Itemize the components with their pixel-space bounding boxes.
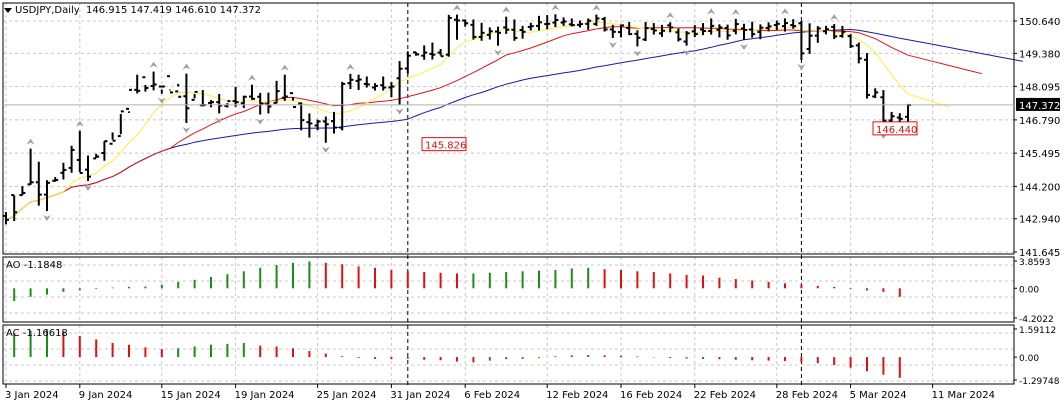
fractal-down-icon — [84, 184, 92, 191]
current-price-label: 147.372 — [1019, 101, 1060, 112]
ohlc-readout: 146.915 147.419 146.610 147.372 — [86, 5, 261, 16]
ac-label: AC -1.16618 — [6, 328, 68, 339]
fractal-up-icon — [502, 6, 511, 13]
ac-histogram: AC -1.16618 — [6, 328, 901, 378]
grid — [3, 3, 1014, 384]
fractal-up-icon — [731, 8, 740, 15]
price-tick-label: 150.640 — [1019, 17, 1060, 28]
price-annotations: 145.826 146.440 — [421, 121, 918, 152]
time-label: 6 Feb 2024 — [464, 390, 520, 401]
panel-frame — [2, 324, 1015, 385]
fractal-up-icon — [75, 120, 84, 127]
header: USDJPY,Daily 146.915 147.419 146.610 147… — [4, 5, 261, 16]
ao-tick-label: -4.2022 — [1019, 315, 1054, 325]
fractal-down-icon — [608, 41, 617, 48]
price-annotation-label: 146.440 — [876, 125, 917, 136]
price-annotation-box — [421, 137, 467, 152]
sma-fast-line — [5, 21, 950, 221]
fractal-up-icon — [280, 64, 289, 71]
time-label: 19 Jan 2024 — [235, 390, 295, 401]
ao-tick-label: 3.8593 — [1019, 258, 1051, 268]
ac-tick-label: 1.59112 — [1019, 326, 1056, 336]
price-tick-label: 146.790 — [1019, 116, 1060, 127]
price-tick-label: 142.940 — [1019, 215, 1060, 226]
time-axis: 3 Jan 2024 9 Jan 2024 15 Jan 2024 19 Jan 20… — [5, 384, 995, 401]
price-tick-label: 145.495 — [1019, 149, 1060, 160]
symbol-label: USDJPY,Daily — [15, 5, 80, 16]
time-label: 9 Jan 2024 — [79, 390, 133, 401]
dropdown-triangle-icon[interactable] — [4, 8, 12, 13]
fractal-down-icon — [321, 146, 330, 153]
fractal-up-icon — [149, 61, 158, 68]
fractal-down-icon — [157, 97, 166, 104]
fractal-markers — [26, 4, 888, 222]
time-label: 31 Jan 2024 — [390, 390, 450, 401]
fractal-down-icon — [740, 44, 748, 51]
fractal-up-icon — [453, 4, 461, 11]
ao-tick-label: 0.00 — [1019, 285, 1039, 295]
time-label: 5 Mar 2024 — [850, 390, 907, 401]
ac-tick-label: -1.29748 — [1019, 377, 1060, 387]
fractal-up-icon — [781, 8, 789, 15]
price-tick-label: 144.200 — [1019, 182, 1060, 193]
price-annotation-label: 145.826 — [425, 141, 466, 152]
moving-averages — [5, 21, 1023, 221]
price-annotation-box — [872, 121, 918, 136]
time-label: 11 Mar 2024 — [932, 390, 995, 401]
fractal-down-icon — [215, 117, 224, 124]
time-label: 3 Jan 2024 — [5, 390, 59, 401]
time-label: 22 Feb 2024 — [694, 390, 756, 401]
fractal-down-icon — [182, 126, 191, 133]
sma-slow-line — [5, 28, 1023, 221]
fractal-down-icon — [633, 50, 642, 57]
fractal-up-icon — [830, 14, 839, 21]
price-tick-label: 148.095 — [1019, 82, 1060, 93]
fractal-down-icon — [797, 64, 806, 71]
panel-frame — [2, 256, 1015, 323]
panel-frame — [2, 2, 1015, 255]
fractal-up-icon — [346, 63, 355, 70]
time-label: 25 Jan 2024 — [317, 390, 377, 401]
fractal-up-icon — [551, 4, 560, 11]
time-label: 12 Feb 2024 — [546, 390, 608, 401]
fractal-up-icon — [26, 138, 35, 145]
ac-tick-label: 0.00 — [1019, 354, 1039, 364]
time-label: 28 Feb 2024 — [776, 390, 838, 401]
fractal-up-icon — [182, 63, 191, 70]
fractal-up-icon — [707, 8, 716, 15]
fractal-up-icon — [248, 74, 256, 81]
time-label: 15 Jan 2024 — [161, 390, 221, 401]
panel-frames — [2, 2, 1015, 385]
time-label: 16 Feb 2024 — [620, 390, 682, 401]
current-price-badge — [1016, 97, 1060, 111]
fractal-down-icon — [494, 49, 502, 56]
ohlc-bars — [3, 14, 911, 225]
ao-histogram: AO -1.1848 — [6, 260, 901, 302]
price-tick-label: 149.380 — [1019, 49, 1060, 60]
fractal-down-icon — [682, 49, 691, 56]
fractal-down-icon — [256, 118, 265, 125]
ao-label: AO -1.1848 — [6, 260, 62, 271]
price-tick-label: 141.645 — [1019, 248, 1060, 259]
fractal-up-icon — [592, 4, 601, 11]
fractal-down-icon — [395, 108, 404, 115]
fractal-down-icon — [43, 215, 51, 222]
fractal-up-icon — [666, 12, 675, 19]
